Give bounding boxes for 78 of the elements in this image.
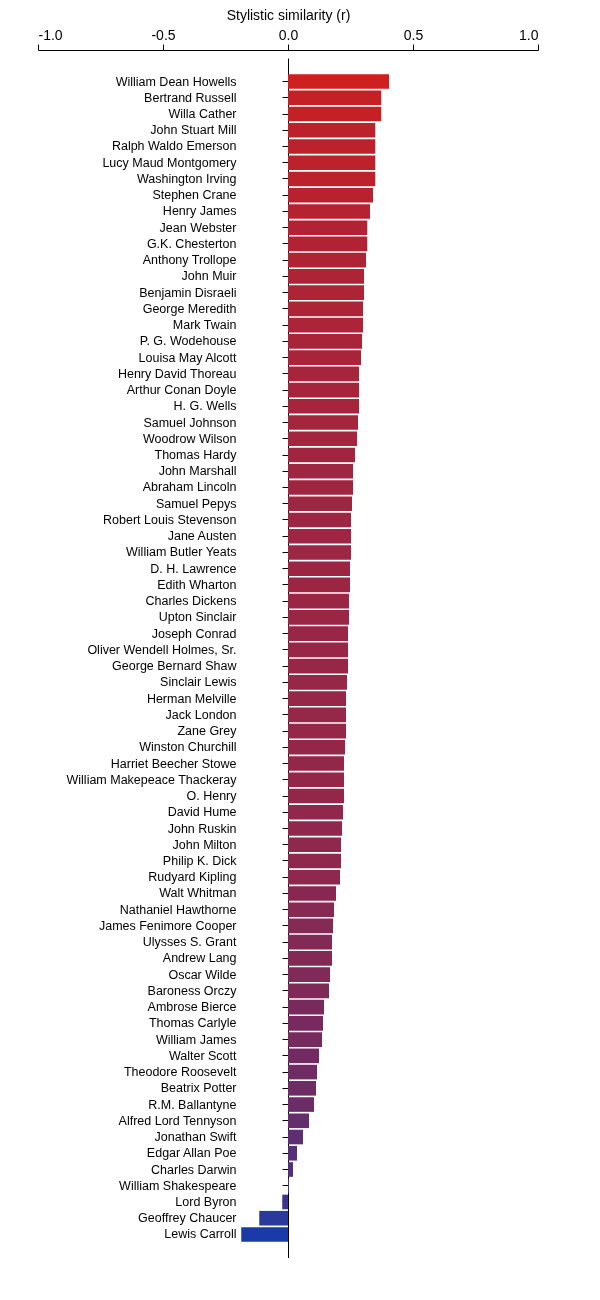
y-tick-label: William Makepeace Thackeray xyxy=(66,772,238,787)
y-tick-label: Bertrand Russell xyxy=(144,90,237,105)
y-tick-label: Oliver Wendell Holmes, Sr. xyxy=(87,642,237,657)
y-tick-label: William Butler Yeats xyxy=(126,545,237,560)
y-tick-label: Abraham Lincoln xyxy=(142,480,237,495)
y-tick-label: Samuel Pepys xyxy=(155,496,237,511)
y-tick-label: Arthur Conan Doyle xyxy=(126,383,237,398)
y-tick-label: Charles Dickens xyxy=(145,594,237,609)
y-tick-label: Herman Melville xyxy=(146,691,237,706)
y-tick-label: Edgar Allan Poe xyxy=(146,1146,237,1161)
y-tick-label: Andrew Lang xyxy=(162,951,237,966)
y-tick-label: P. G. Wodehouse xyxy=(139,334,237,349)
y-tick-label: Willa Cather xyxy=(168,107,237,122)
y-tick-label: Anthony Trollope xyxy=(142,253,237,268)
y-tick-label: Ulysses S. Grant xyxy=(142,935,238,950)
y-tick-label: Washington Irving xyxy=(136,171,237,186)
y-tick-label: Jane Austen xyxy=(167,529,237,544)
y-tick-label: George Bernard Shaw xyxy=(112,659,238,674)
x-tick-label: -0.5 xyxy=(151,26,176,43)
y-tick-label: William James xyxy=(155,1032,237,1047)
y-tick-label: Geoffrey Chaucer xyxy=(138,1211,237,1226)
y-tick-label: George Meredith xyxy=(142,301,237,316)
y-tick-label: Ralph Waldo Emerson xyxy=(111,139,237,154)
y-tick-label: James Fenimore Cooper xyxy=(98,918,237,933)
y-tick-label: Upton Sinclair xyxy=(158,610,237,625)
y-tick-label: Nathaniel Hawthorne xyxy=(119,902,237,917)
y-tick-label: John Muir xyxy=(181,269,237,284)
y-tick-label: Benjamin Disraeli xyxy=(139,285,237,300)
y-tick-label: Edith Wharton xyxy=(157,577,237,592)
y-tick-label: G.K. Chesterton xyxy=(146,236,237,251)
y-tick-label: Oscar Wilde xyxy=(168,967,237,982)
y-tick-label: David Hume xyxy=(167,805,237,820)
y-tick-label: Theodore Roosevelt xyxy=(123,1065,238,1080)
y-tick-label: Mark Twain xyxy=(172,318,237,333)
y-tick-label: William Dean Howells xyxy=(115,74,237,89)
y-tick-label: Baroness Orczy xyxy=(147,983,238,998)
y-tick-label: Sinclair Lewis xyxy=(160,675,237,690)
y-tick-label: Henry James xyxy=(162,204,237,219)
y-tick-label: Rudyard Kipling xyxy=(148,870,237,885)
y-tick-label: Lucy Maud Montgomery xyxy=(102,155,238,170)
y-tick-label: Thomas Hardy xyxy=(154,448,238,463)
y-tick-label: Walter Scott xyxy=(168,1048,238,1063)
y-tick-label: Philip K. Dick xyxy=(162,853,238,868)
y-tick-label: Harriet Beecher Stowe xyxy=(110,756,237,771)
y-tick-label: John Milton xyxy=(172,837,237,852)
y-tick-label: Robert Louis Stevenson xyxy=(103,512,237,527)
y-tick-label: Charles Darwin xyxy=(151,1162,237,1177)
y-tick-label: Woodrow Wilson xyxy=(142,431,237,446)
y-tick-label: D. H. Lawrence xyxy=(150,561,237,576)
x-tick-label: 0.0 xyxy=(278,26,299,43)
y-tick-label: William Shakespeare xyxy=(119,1178,237,1193)
y-tick-label: Jonathan Swift xyxy=(154,1130,238,1145)
y-tick-label: Stephen Crane xyxy=(152,188,237,203)
x-tick-label: 1.0 xyxy=(519,26,539,43)
y-tick-label: Jean Webster xyxy=(159,220,237,235)
y-tick-label: Thomas Carlyle xyxy=(148,1016,237,1031)
y-tick-label: John Stuart Mill xyxy=(150,123,237,138)
y-tick-label: Lewis Carroll xyxy=(164,1227,237,1242)
y-tick-label: Louisa May Alcott xyxy=(138,350,238,365)
y-tick-label: R.M. Ballantyne xyxy=(148,1097,237,1112)
y-tick-label: Joseph Conrad xyxy=(151,626,237,641)
y-tick-label: John Ruskin xyxy=(167,821,237,836)
y-tick-label: H. G. Wells xyxy=(173,399,237,414)
x-axis-title: Stylistic similarity (r) xyxy=(226,6,351,23)
y-tick-label: Jack London xyxy=(165,707,237,722)
x-tick-label: 0.5 xyxy=(403,26,424,43)
y-tick-label: Henry David Thoreau xyxy=(117,366,237,381)
y-tick-label: Beatrix Potter xyxy=(160,1081,237,1096)
y-tick-label: Alfred Lord Tennyson xyxy=(118,1113,237,1128)
y-tick-label: Samuel Johnson xyxy=(143,415,237,430)
y-tick-label: Lord Byron xyxy=(175,1194,237,1209)
x-tick-label: -1.0 xyxy=(38,26,63,43)
y-tick-label: Winston Churchill xyxy=(139,740,237,755)
y-tick-label: Zane Grey xyxy=(177,724,238,739)
y-tick-label: O. Henry xyxy=(186,789,238,804)
y-tick-label: John Marshall xyxy=(158,464,237,479)
y-tick-label: Ambrose Bierce xyxy=(147,1000,237,1015)
y-tick-label: Walt Whitman xyxy=(159,886,237,901)
